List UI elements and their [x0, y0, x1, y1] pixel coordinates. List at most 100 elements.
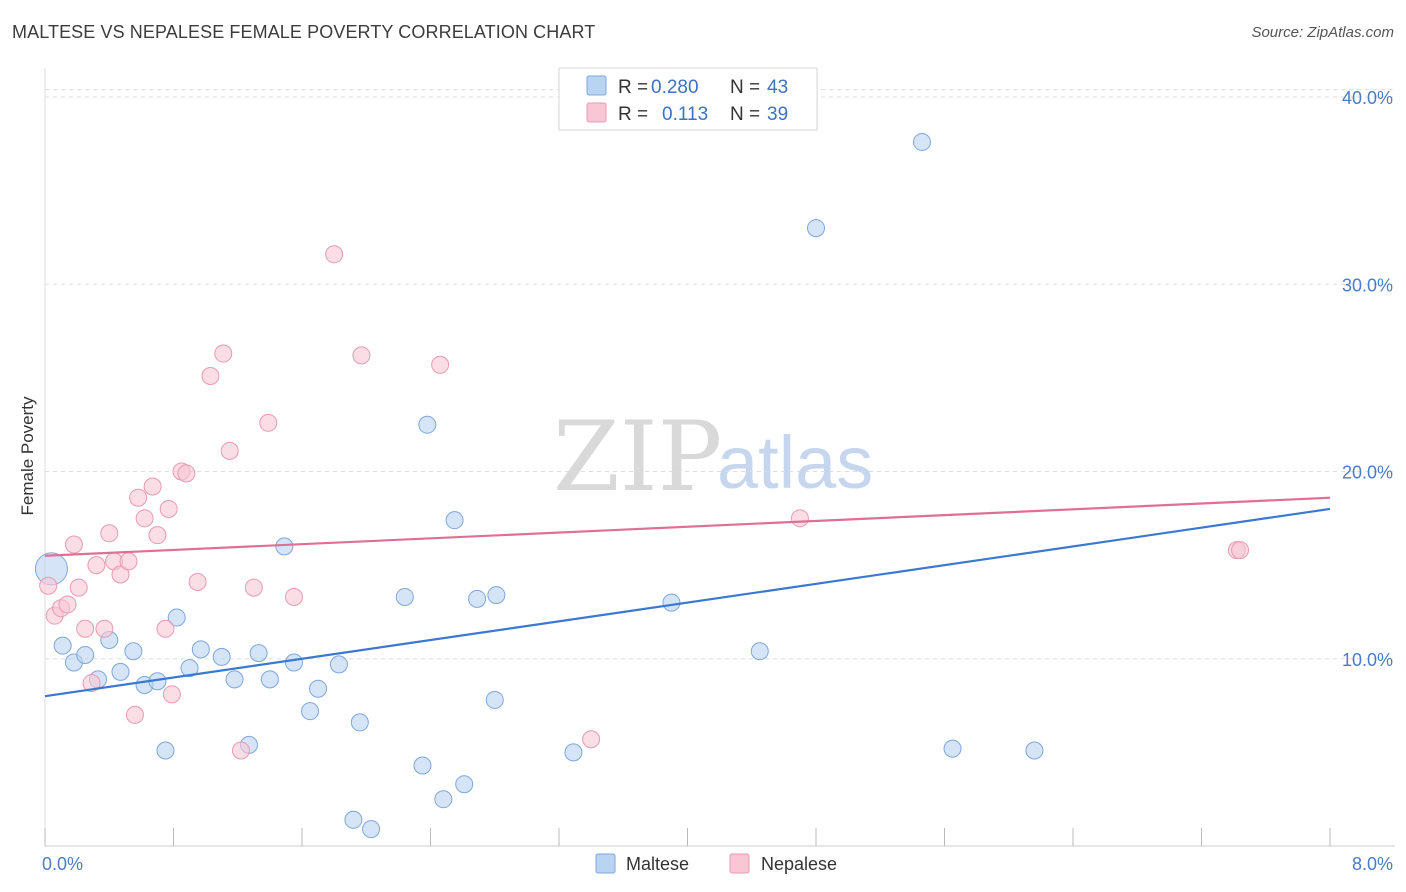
nepalese-point [69, 578, 88, 597]
x-tick-labels: 0.0% 8.0% [42, 854, 1393, 874]
y-tick-label: 10.0% [1342, 650, 1393, 670]
legend-r-label-nepalese: R = [618, 104, 648, 125]
legend-swatch-maltese [586, 75, 607, 96]
maltese-point [260, 670, 279, 689]
maltese-point [344, 810, 363, 829]
y-tick-label: 40.0% [1342, 88, 1393, 108]
x-axis [44, 828, 1395, 847]
maltese-point [301, 702, 320, 721]
maltese-point [249, 644, 268, 663]
legend-r-value-nepalese: 0.113 [662, 104, 708, 125]
nepalese-point [162, 685, 181, 704]
maltese-point [445, 511, 464, 530]
watermark-zip: ZIP [553, 401, 722, 513]
bottom-legend-swatch-nepalese [729, 853, 750, 874]
maltese-point [468, 589, 487, 608]
nepalese-point [431, 355, 450, 374]
nepalese-point [125, 705, 144, 724]
nepalese-point [76, 619, 95, 638]
maltese-point [1025, 741, 1044, 760]
maltese-point [913, 132, 932, 151]
nepalese-trend-line [44, 496, 1331, 557]
nepalese-point [201, 367, 220, 386]
maltese-point [329, 655, 348, 674]
maltese-point [362, 820, 381, 839]
legend-r-label-maltese: R = [618, 77, 648, 98]
maltese-point [943, 739, 962, 758]
series-nepalese-points [39, 245, 1250, 760]
nepalese-point [135, 509, 154, 528]
nepalese-point [177, 464, 196, 483]
nepalese-point [790, 509, 809, 528]
nepalese-point [143, 477, 162, 496]
nepalese-point [87, 556, 106, 575]
nepalese-point [64, 535, 83, 554]
maltese-point [191, 640, 210, 659]
maltese-point [225, 670, 244, 689]
maltese-point [564, 743, 583, 762]
nepalese-point [100, 524, 119, 543]
bottom-legend-swatch-maltese [595, 853, 616, 874]
bottom-legend-label-nepalese: Nepalese [761, 854, 837, 874]
maltese-point [124, 642, 143, 661]
nepalese-point [582, 730, 601, 749]
maltese-point [350, 713, 369, 732]
nepalese-point [231, 741, 250, 760]
watermark-atlas: atlas [717, 421, 873, 504]
nepalese-point [244, 578, 263, 597]
x-tick-label: 8.0% [1352, 854, 1393, 874]
chart-title: MALTESE VS NEPALESE FEMALE POVERTY CORRE… [12, 22, 596, 42]
maltese-point [180, 659, 199, 678]
nepalese-point [214, 344, 233, 363]
nepalese-point [220, 441, 239, 460]
legend-n-value-nepalese: 39 [767, 104, 788, 125]
chart-source: Source: ZipAtlas.com [1251, 24, 1394, 41]
maltese-point [418, 415, 437, 434]
maltese-point [395, 587, 414, 606]
nepalese-point [95, 619, 114, 638]
stats-legend: R = 0.280 N = 43 R = 0.113 N = 39 [558, 67, 818, 131]
legend-n-label-nepalese: N = [730, 104, 760, 125]
maltese-point [275, 537, 294, 556]
maltese-point [212, 647, 231, 666]
legend-n-label-maltese: N = [730, 77, 760, 98]
nepalese-point [58, 595, 77, 614]
maltese-trend-line [44, 507, 1331, 698]
y-tick-label: 30.0% [1342, 275, 1393, 295]
y-tick-label: 20.0% [1342, 463, 1393, 483]
bottom-legend-label-maltese: Maltese [626, 854, 689, 874]
nepalese-point [82, 674, 101, 693]
watermark: ZIP atlas [553, 401, 873, 513]
maltese-point [485, 690, 504, 709]
nepalese-point [119, 552, 138, 571]
nepalese-point [129, 488, 148, 507]
legend-n-value-maltese: 43 [767, 77, 788, 98]
nepalese-point [159, 499, 178, 518]
maltese-point [487, 586, 506, 605]
legend-swatch-nepalese [586, 102, 607, 123]
y-tick-labels: 10.0% 20.0% 30.0% 40.0% [1342, 88, 1393, 670]
maltese-point [455, 775, 474, 794]
nepalese-point [39, 576, 58, 595]
maltese-point [53, 636, 72, 655]
maltese-point [156, 741, 175, 760]
x-tick-label: 0.0% [42, 854, 83, 874]
maltese-point [284, 653, 303, 672]
trend-lines [44, 496, 1331, 698]
maltese-point [750, 642, 769, 661]
y-axis-label: Female Poverty [18, 396, 37, 516]
maltese-point [111, 662, 130, 681]
maltese-point [413, 756, 432, 775]
nepalese-point [1231, 541, 1250, 560]
series-legend: Maltese Nepalese [595, 853, 837, 874]
nepalese-point [352, 346, 371, 365]
nepalese-point [325, 245, 344, 264]
nepalese-point [148, 526, 167, 545]
nepalese-point [111, 565, 130, 584]
nepalese-point [284, 587, 303, 606]
maltese-point [309, 679, 328, 698]
nepalese-point [156, 619, 175, 638]
maltese-point [662, 593, 681, 612]
legend-r-value-maltese: 0.280 [651, 77, 699, 98]
